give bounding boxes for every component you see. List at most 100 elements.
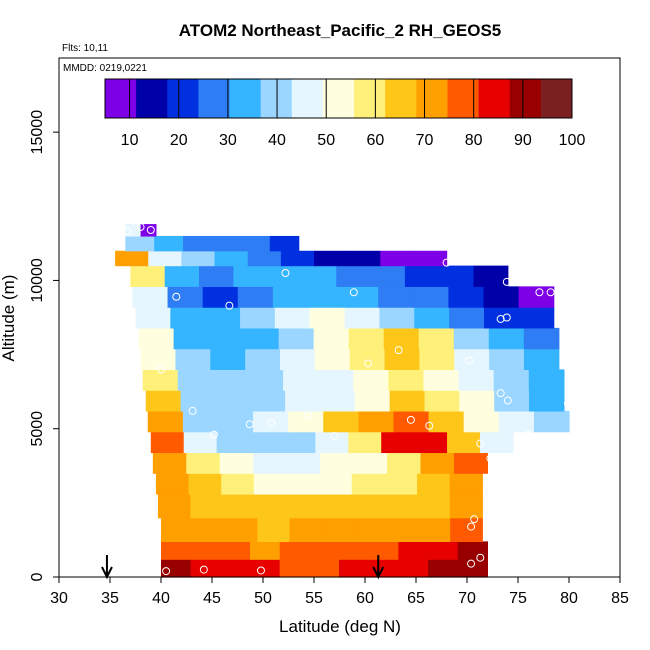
colorbar-swatch (322, 79, 355, 118)
colorbar-tick-label: 100 (559, 132, 586, 149)
heatmap-cell (282, 431, 316, 454)
heatmap-cell (190, 541, 221, 560)
colorbar: 10 20 30 40 50 60 70 80 90 100 (104, 78, 586, 149)
heatmap-cell (173, 327, 210, 350)
heatmap-cell (518, 307, 555, 329)
observation-point (349, 288, 358, 297)
heatmap-cell (193, 517, 226, 543)
heatmap-cell (318, 369, 354, 391)
heatmap-cell (484, 307, 520, 329)
heatmap-cell (283, 369, 319, 391)
heatmap-cell (150, 431, 185, 454)
heatmap-cell (217, 410, 254, 433)
heatmap-cell (257, 517, 291, 543)
heatmap-cell (420, 452, 455, 474)
colorbar-swatch (509, 79, 542, 118)
x-tick-label: 55 (305, 590, 323, 607)
heatmap-cell (152, 452, 187, 474)
observation-point (364, 359, 373, 368)
heatmap-cell (313, 327, 350, 350)
heatmap-cell (370, 265, 406, 287)
colorbar-swatch (198, 79, 231, 118)
heatmap-cell (529, 390, 565, 412)
observation-point (476, 439, 485, 448)
heatmap-cell (182, 410, 219, 433)
heatmap-cell (383, 327, 420, 350)
heatmap-cell (384, 493, 419, 519)
heatmap-cell (414, 431, 448, 454)
heatmap-cell (453, 327, 490, 350)
heatmap-cell (528, 369, 565, 391)
observation-point (256, 566, 265, 575)
x-tick-label: 50 (254, 590, 272, 607)
heatmap-cell (523, 348, 560, 370)
heatmap-cell (175, 348, 211, 370)
heatmap-cell (177, 369, 214, 391)
heatmap-cell (450, 517, 483, 543)
observation-point (245, 420, 254, 429)
heatmap-cell (319, 473, 353, 495)
heatmap-cell (161, 517, 194, 543)
heatmap-cell (161, 541, 192, 560)
heatmap-cell (314, 250, 348, 267)
colorbar-swatch (354, 79, 386, 118)
heatmap-cell (319, 390, 356, 412)
observation-point (442, 258, 451, 267)
observation-point (210, 430, 219, 439)
heatmap-cell (413, 250, 448, 267)
heatmap-cell (205, 307, 241, 329)
heatmap-cell (210, 348, 246, 370)
heatmap-cell (135, 307, 171, 329)
heatmap-cell (344, 307, 381, 329)
heatmap-cell (279, 541, 310, 560)
heatmap-cell (208, 327, 245, 350)
heatmap-cell (533, 410, 570, 433)
heatmap-cell (309, 307, 346, 329)
heatmap-cell (269, 235, 300, 252)
heatmap-cell (125, 235, 155, 252)
heatmap-cell (418, 327, 455, 350)
heatmap-cell (488, 327, 525, 350)
heatmap-cell (278, 327, 315, 350)
heatmap-cell (220, 541, 251, 560)
observation-point (502, 277, 511, 286)
colorbar-swatch (105, 79, 137, 118)
observation-point (465, 356, 474, 365)
heatmap-cell (286, 452, 321, 474)
x-tick-label: 85 (611, 590, 629, 607)
heatmap-cell (188, 473, 222, 495)
heatmap-cell (222, 493, 256, 519)
heatmap-cell (250, 559, 281, 578)
heatmap-cell (354, 390, 391, 412)
heatmap-cell (493, 369, 530, 391)
observation-point (281, 269, 290, 278)
heatmap-cell (155, 473, 190, 495)
heatmap-cell (280, 348, 316, 370)
heatmap-cell (353, 369, 389, 391)
heatmap-cell (439, 265, 475, 287)
colorbar-swatch (136, 79, 168, 118)
colorbar-swatch (478, 79, 511, 118)
heatmap-cell (494, 390, 530, 412)
observation-point (467, 522, 476, 531)
x-tick-label: 80 (560, 590, 578, 607)
heatmap-cell (379, 307, 415, 329)
observation-point (136, 223, 145, 232)
heatmap-cell (339, 541, 370, 560)
observation-point (486, 454, 495, 463)
heatmap-cell (458, 369, 495, 391)
heatmap-cell (240, 307, 276, 329)
heatmap-cell (147, 410, 184, 433)
x-tick-label: 60 (356, 590, 374, 607)
heatmap-cell (148, 250, 182, 267)
heatmap-cell (145, 390, 182, 412)
colorbar-tick-label: 30 (219, 132, 237, 149)
heatmap-cell (190, 493, 224, 519)
heatmap-cell (358, 410, 395, 433)
heatmap-cell (413, 286, 449, 308)
heatmap-cell (414, 307, 450, 329)
colorbar-swatch (540, 79, 573, 118)
observation-point (330, 432, 339, 441)
heatmap-cell (307, 286, 344, 308)
heatmap-cell (323, 410, 359, 433)
